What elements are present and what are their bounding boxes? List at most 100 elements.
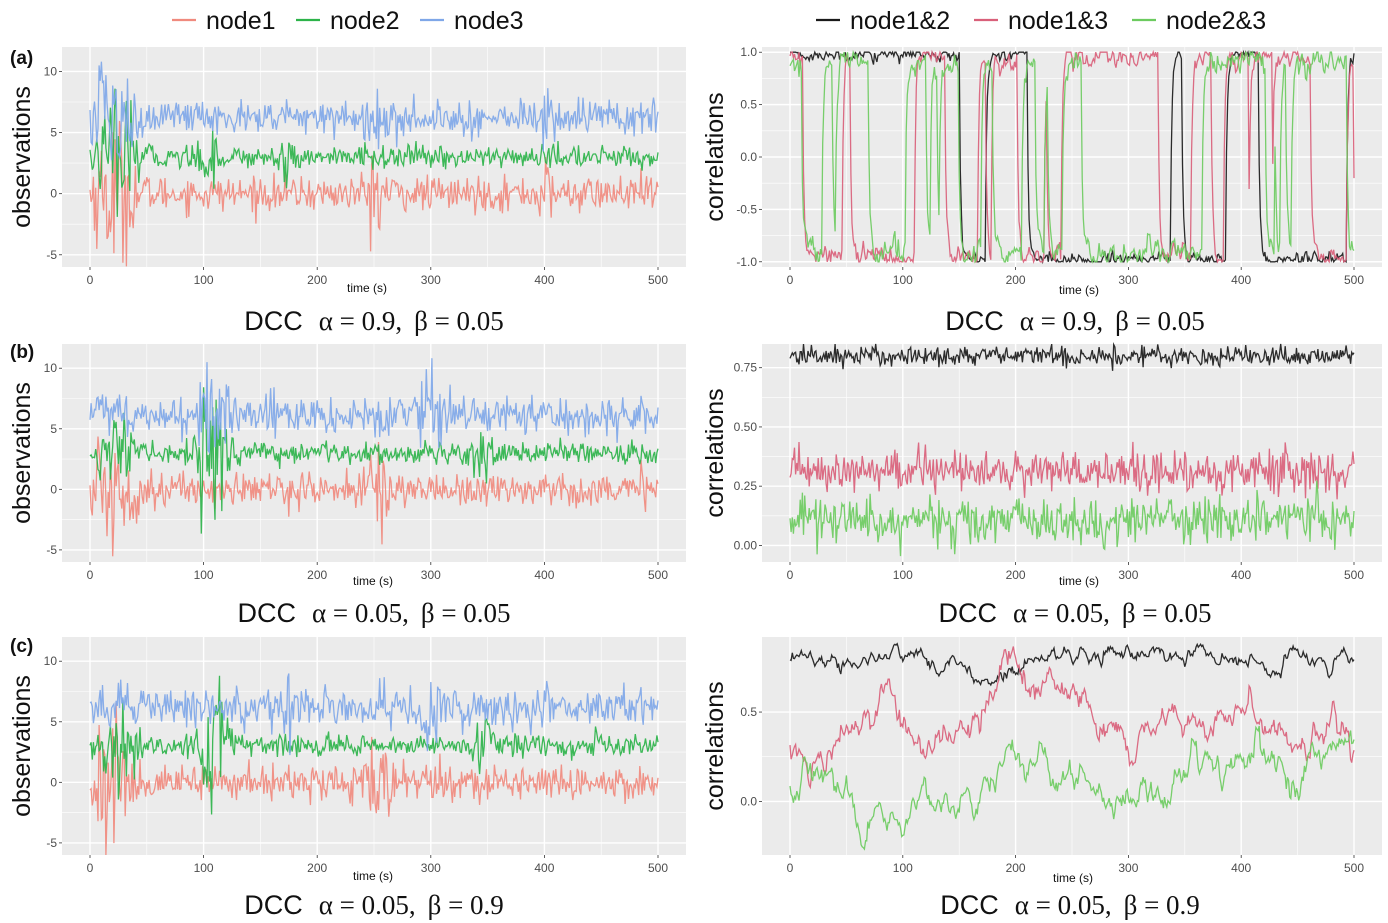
x-tick-label: 0 — [87, 861, 94, 875]
y-tick-label: -5 — [46, 836, 57, 850]
y-axis-label: observations — [8, 675, 36, 817]
x-tick-label: 100 — [194, 568, 214, 582]
caption-beta: β = 0.9 — [1124, 890, 1200, 920]
caption-alpha: α = 0.05 — [1015, 890, 1105, 920]
chart-a-right: 0 100 200 300 400 500 -1.0 -0.5 0.0 0.5 1.0 time (s… — [701, 45, 1382, 297]
y-tick-label: 10 — [44, 361, 58, 375]
caption-method: DCC — [244, 306, 303, 336]
y-tick-label: -1.0 — [736, 255, 757, 269]
caption-alpha: α = 0.9 — [1020, 306, 1097, 336]
series-line-node2-3 — [789, 49, 1355, 264]
chart-b-right: 0 100 200 300 400 500 0.00 0.25 0.50 0.75 time (s)… — [701, 342, 1382, 588]
panel-tag-a: (a) — [10, 48, 33, 69]
caption-sep: , — [1096, 306, 1103, 336]
y-tick-label: 0.00 — [734, 538, 758, 552]
caption-sep: , — [1105, 890, 1112, 920]
caption-alpha: α = 0.05 — [312, 598, 402, 628]
legend-item-node2: node2 — [296, 7, 400, 35]
x-tick-label: 0 — [87, 273, 94, 287]
x-tick-label: 500 — [1344, 568, 1364, 582]
series-line-node3 — [89, 61, 659, 161]
y-tick-label: 0.5 — [740, 98, 757, 112]
y-tick-label: 5 — [50, 715, 57, 729]
series-line-node1 — [89, 436, 659, 557]
legend-right: node1&2 node1&3 node2&3 — [816, 7, 1266, 35]
x-tick-label: 300 — [421, 273, 441, 287]
y-tick-label: 0.50 — [734, 420, 758, 434]
y-tick-label: 0.0 — [740, 794, 757, 808]
legend-item-node1-3: node1&3 — [974, 7, 1108, 35]
caption-method: DCC — [237, 598, 296, 628]
legend-item-node1: node1 — [172, 7, 276, 35]
x-tick-label: 0 — [87, 568, 94, 582]
y-tick-label: 5 — [50, 126, 57, 140]
caption-beta: β = 0.05 — [414, 306, 504, 336]
legend-label: node1&3 — [1008, 7, 1108, 35]
series-line-node2-3 — [789, 725, 1355, 851]
legend-label: node3 — [454, 7, 524, 35]
chart-c-right: 0 100 200 300 400 500 0.0 0.5 time (s) correlatio… — [701, 637, 1382, 885]
caption-b-left: DCC α = 0.05, β = 0.05 — [237, 598, 510, 628]
legend-label: node1&2 — [850, 7, 950, 35]
y-tick-label: 10 — [44, 64, 58, 78]
series-line-node3 — [89, 358, 659, 455]
x-tick-label: 300 — [1118, 861, 1138, 875]
caption-method: DCC — [945, 306, 1004, 336]
panel-tag-b: (b) — [10, 342, 34, 363]
series-line-node1-3 — [789, 646, 1355, 790]
caption-beta: β = 0.9 — [428, 890, 504, 920]
gridlines — [762, 637, 1382, 855]
legend-item-node2-3: node2&3 — [1132, 7, 1266, 35]
series-line-node1-2 — [789, 642, 1355, 687]
x-tick-label: 300 — [1118, 273, 1138, 287]
x-tick-label: 300 — [1118, 568, 1138, 582]
x-tick-label: 100 — [194, 861, 214, 875]
y-tick-label: 0.0 — [740, 150, 757, 164]
x-tick-label: 400 — [1231, 273, 1251, 287]
y-tick-label: -5 — [46, 543, 57, 557]
series-line-node3 — [89, 673, 659, 756]
x-tick-label: 400 — [1231, 568, 1251, 582]
x-tick-label: 100 — [893, 568, 913, 582]
caption-sep: , — [395, 306, 402, 336]
x-tick-label: 500 — [1344, 273, 1364, 287]
caption-c-right: DCC α = 0.05, β = 0.9 — [940, 890, 1200, 920]
x-tick-label: 500 — [648, 861, 668, 875]
x-tick-label: 200 — [307, 861, 327, 875]
x-tick-label: 100 — [893, 273, 913, 287]
x-tick-label: 0 — [787, 861, 794, 875]
caption-alpha: α = 0.05 — [319, 890, 409, 920]
legend-item-node3: node3 — [420, 7, 524, 35]
x-tick-label: 400 — [534, 273, 554, 287]
series-line-node2-3 — [789, 480, 1355, 557]
x-tick-label: 200 — [1006, 568, 1026, 582]
x-tick-label: 100 — [194, 273, 214, 287]
chart-c-left: 0 100 200 300 400 500 -5 0 5 10 time (s) observatio… — [8, 637, 686, 883]
legend-label: node1 — [206, 7, 276, 35]
x-axis-label: time (s) — [1053, 871, 1093, 885]
x-tick-label: 200 — [307, 568, 327, 582]
y-axis-label: correlations — [701, 92, 729, 221]
x-tick-label: 0 — [787, 568, 794, 582]
series-line-node2 — [89, 387, 659, 534]
x-axis-label: time (s) — [1059, 283, 1099, 297]
y-tick-label: 1.0 — [740, 45, 757, 59]
series-line-node1-2 — [789, 342, 1355, 371]
legend-label: node2 — [330, 7, 400, 35]
caption-sep: , — [402, 598, 409, 628]
legend-item-node1-2: node1&2 — [816, 7, 950, 35]
chart-a-left: 0 100 200 300 400 500 -5 0 5 10 time (s) observatio… — [8, 47, 686, 295]
series-line-node1-3 — [789, 441, 1355, 500]
y-tick-label: 5 — [50, 422, 57, 436]
x-tick-label: 100 — [893, 861, 913, 875]
x-tick-label: 300 — [421, 861, 441, 875]
caption-a-right: DCC α = 0.9, β = 0.05 — [945, 306, 1205, 336]
y-tick-label: -0.5 — [736, 202, 757, 216]
gridlines — [762, 344, 1382, 562]
y-tick-label: 10 — [44, 654, 58, 668]
caption-c-left: DCC α = 0.05, β = 0.9 — [244, 890, 504, 920]
series-line-node1 — [89, 702, 659, 856]
y-axis-label: observations — [8, 382, 36, 524]
x-tick-label: 400 — [534, 568, 554, 582]
